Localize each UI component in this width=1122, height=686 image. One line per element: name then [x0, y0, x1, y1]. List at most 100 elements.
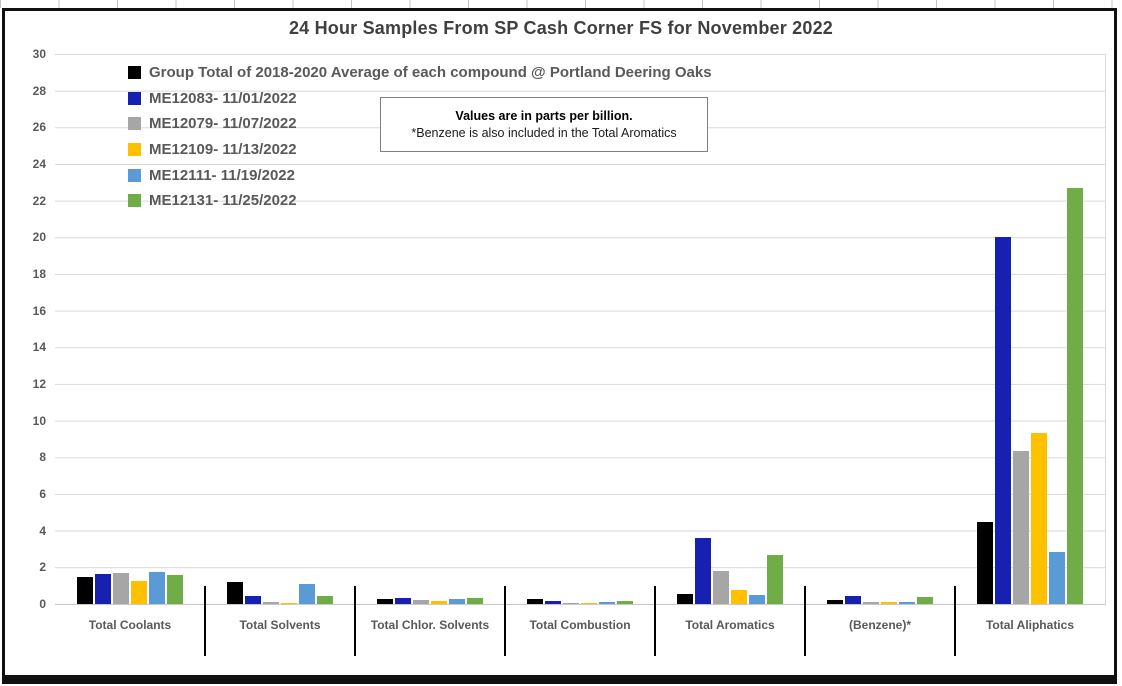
y-tick-label: 8: [39, 450, 46, 465]
legend-swatch-icon: [128, 143, 141, 157]
category-label: Total Aromatics: [685, 618, 775, 632]
y-tick-label: 14: [32, 340, 46, 355]
legend-swatch-icon: [128, 168, 141, 182]
bar: [977, 522, 993, 604]
bar: [617, 601, 633, 604]
bar-group: [805, 54, 955, 604]
bar: [695, 538, 711, 604]
bar: [1013, 451, 1029, 604]
bar: [167, 575, 183, 604]
bar: [263, 602, 279, 604]
legend-item: ME12109- 11/13/2022: [128, 137, 712, 163]
bar-group: [655, 54, 805, 604]
bar: [227, 582, 243, 604]
bar-group: [955, 54, 1105, 604]
bar: [95, 574, 111, 604]
category-label: Total Chlor. Solvents: [370, 618, 490, 632]
bar-group: [205, 54, 355, 604]
bar: [749, 595, 765, 604]
bar: [113, 573, 129, 604]
legend-item: ME12131- 11/25/2022: [128, 188, 712, 214]
bar: [863, 602, 879, 604]
bar: [527, 599, 543, 604]
y-tick-label: 24: [32, 157, 46, 171]
bar: [545, 601, 561, 604]
bar: [431, 601, 447, 604]
y-tick-label: 2: [39, 560, 46, 575]
bar-group: [505, 54, 655, 604]
bar-group: [55, 54, 205, 604]
legend-item: ME12083- 11/01/2022: [128, 86, 712, 112]
legend-swatch-icon: [128, 117, 141, 131]
bar-group: [355, 54, 505, 604]
annotation-box: Values are in parts per billion. *Benzen…: [380, 97, 708, 152]
legend-label: ME12131- 11/25/2022: [149, 192, 297, 210]
bar: [845, 596, 861, 604]
legend-label: ME12111- 11/19/2022: [149, 166, 295, 184]
bar: [827, 600, 843, 604]
category-separator: [954, 586, 956, 656]
category-label: Total Solvents: [239, 618, 321, 632]
category-label: Total Coolants: [88, 618, 172, 632]
chart-legend: Group Total of 2018-2020 Average of each…: [128, 60, 712, 214]
legend-label: Group Total of 2018-2020 Average of each…: [149, 64, 712, 82]
bar: [281, 603, 297, 604]
bar: [917, 597, 933, 604]
bar: [245, 596, 261, 604]
category-label: Total Combustion: [529, 618, 631, 632]
bar: [1049, 552, 1065, 604]
category-separator: [354, 586, 356, 656]
bar: [395, 598, 411, 604]
bar: [149, 572, 165, 604]
y-tick-label: 0: [39, 597, 46, 611]
legend-item: ME12111- 11/19/2022: [128, 162, 712, 188]
chart-title: 24 Hour Samples From SP Cash Corner FS f…: [288, 18, 834, 38]
bar: [377, 599, 393, 604]
bar: [599, 602, 615, 604]
y-tick-label: 12: [32, 377, 46, 391]
category-separator: [804, 586, 806, 656]
y-tick-label: 26: [32, 120, 46, 135]
bar: [995, 237, 1011, 604]
bar: [77, 577, 93, 604]
legend-label: ME12083- 11/01/2022: [149, 89, 297, 107]
bar: [677, 594, 693, 604]
annotation-line-1: Values are in parts per billion.: [455, 108, 633, 123]
category-label: Total Aliphatics: [985, 618, 1074, 632]
y-tick-label: 10: [32, 413, 46, 428]
spreadsheet-row-strip: [0, 0, 1122, 8]
y-tick-label: 22: [32, 193, 46, 208]
bar: [767, 555, 783, 604]
bar: [581, 603, 597, 604]
legend-swatch-icon: [128, 194, 141, 208]
bar: [449, 599, 465, 604]
category-label: (Benzene)*: [848, 618, 911, 632]
bar: [731, 590, 747, 604]
bar: [413, 600, 429, 604]
annotation-line-2: *Benzene is also included in the Total A…: [411, 125, 677, 140]
y-tick-label: 16: [32, 303, 46, 318]
bars-layer: [55, 54, 1105, 604]
y-tick-label: 6: [39, 487, 46, 501]
bar: [1031, 433, 1047, 604]
legend-swatch-icon: [128, 91, 141, 105]
bar: [299, 584, 315, 604]
bar: [881, 602, 897, 604]
bar: [131, 581, 147, 604]
legend-item: ME12079- 11/07/2022: [128, 111, 712, 137]
category-separator: [204, 586, 206, 656]
y-tick-label: 30: [32, 47, 46, 61]
legend-item: Group Total of 2018-2020 Average of each…: [128, 60, 712, 86]
legend-swatch-icon: [128, 66, 141, 80]
legend-label: ME12079- 11/07/2022: [149, 115, 297, 133]
y-tick-label: 18: [32, 267, 46, 281]
category-separator: [654, 586, 656, 656]
y-tick-label: 28: [32, 83, 46, 98]
y-tick-label: 20: [32, 230, 46, 245]
bar: [713, 571, 729, 604]
legend-label: ME12109- 11/13/2022: [149, 141, 297, 159]
y-tick-label: 4: [39, 523, 46, 538]
bar: [563, 603, 579, 604]
bar: [1067, 188, 1083, 604]
